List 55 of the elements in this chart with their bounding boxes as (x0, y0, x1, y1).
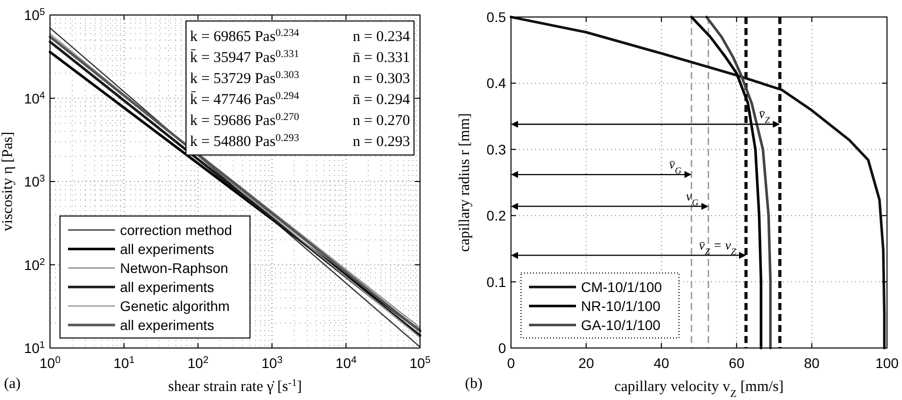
y-tick-label: 0.1 (486, 274, 506, 290)
text: (b) (465, 376, 482, 392)
x-tick-label: 40 (654, 355, 670, 371)
y-tick-label: 0.5 (486, 9, 506, 25)
annotation: k = 54880 Pas$^{0.293}$ (190, 132, 300, 150)
annotation: k = 53729 Pas$^{0.303}$ (190, 70, 300, 87)
x-tick-label: 10$^{0}$ (39, 354, 62, 371)
y-tick-label: 10$^{4}$ (24, 90, 46, 106)
annotation: k = 59686 Pas$^{0.270}$ (190, 112, 300, 129)
x-tick-label: 10$^{1}$ (113, 354, 135, 371)
annotation: n̄ = 0.331 (352, 50, 410, 66)
x-tick-label: 60 (728, 355, 745, 371)
y-axis-title: viscosity η [Pas] (0, 132, 16, 232)
x-tick-label: 100 (875, 355, 899, 371)
annotation: k = 69865 Pas$^{0.234}$ (190, 28, 300, 45)
legend-label: Netwon-Raphson (120, 260, 228, 276)
annotation: k̄ = 35947 Pas$^{0.331}$ (190, 48, 300, 66)
legend-label: NR-10/1/100 (581, 298, 661, 314)
legend-label: all experiments (120, 279, 214, 295)
line-series (705, 16, 772, 350)
y-tick-label: 10$^{2}$ (24, 256, 45, 273)
annotation: n = 0.234 (352, 29, 410, 45)
annotation: v̄$_{Z}$ (758, 106, 771, 126)
annotation: n = 0.270 (352, 113, 410, 129)
annotation: v̄$_{Z}$ = v$_{Z}$ (699, 237, 737, 256)
y-tick-label: 0 (498, 340, 506, 356)
y-tick-label: 0.2 (486, 208, 506, 224)
legend-label: all experiments (120, 317, 214, 333)
legend-label: GA-10/1/100 (581, 317, 661, 333)
x-tick-label: 10$^{3}$ (261, 354, 284, 371)
text: (a) (4, 376, 21, 392)
x-tick-label: 80 (804, 355, 820, 371)
x-axis-title: shear strain rate γ̇ [s$^{-1}$] (168, 378, 302, 395)
annotation: n̄ = 0.294 (352, 92, 410, 108)
legend-label: CM-10/1/100 (581, 279, 662, 295)
y-tick-label: 10$^{5}$ (24, 6, 46, 23)
legend-label: Genetic algorithm (120, 298, 230, 314)
annotation: n = 0.303 (352, 71, 410, 87)
x-tick-label: 10$^{4}$ (335, 354, 358, 371)
x-tick-label: 20 (578, 355, 594, 371)
y-tick-label: 0.4 (486, 75, 506, 92)
x-tick-label: 10$^{5}$ (409, 354, 432, 371)
x-axis-title: capillary velocity v$_{Z}$ [mm/s] (614, 379, 784, 400)
legend-label: all experiments (120, 241, 214, 257)
y-axis-title: capillary radius r [mm] (457, 113, 473, 252)
annotation: v̄$_{G}$ (669, 156, 682, 176)
annotation: k̄ = 47746 Pas$^{0.294}$ (190, 90, 300, 108)
annotation: v$_{G}$ (686, 188, 699, 208)
legend-label: correction method (120, 222, 232, 238)
y-tick-label: 10$^{1}$ (24, 340, 45, 356)
annotation: n = 0.293 (352, 134, 410, 150)
y-tick-label: 0.3 (486, 141, 506, 158)
line-series (510, 16, 886, 350)
x-tick-label: 10$^{2}$ (187, 354, 209, 371)
y-tick-label: 10$^{3}$ (24, 173, 46, 190)
